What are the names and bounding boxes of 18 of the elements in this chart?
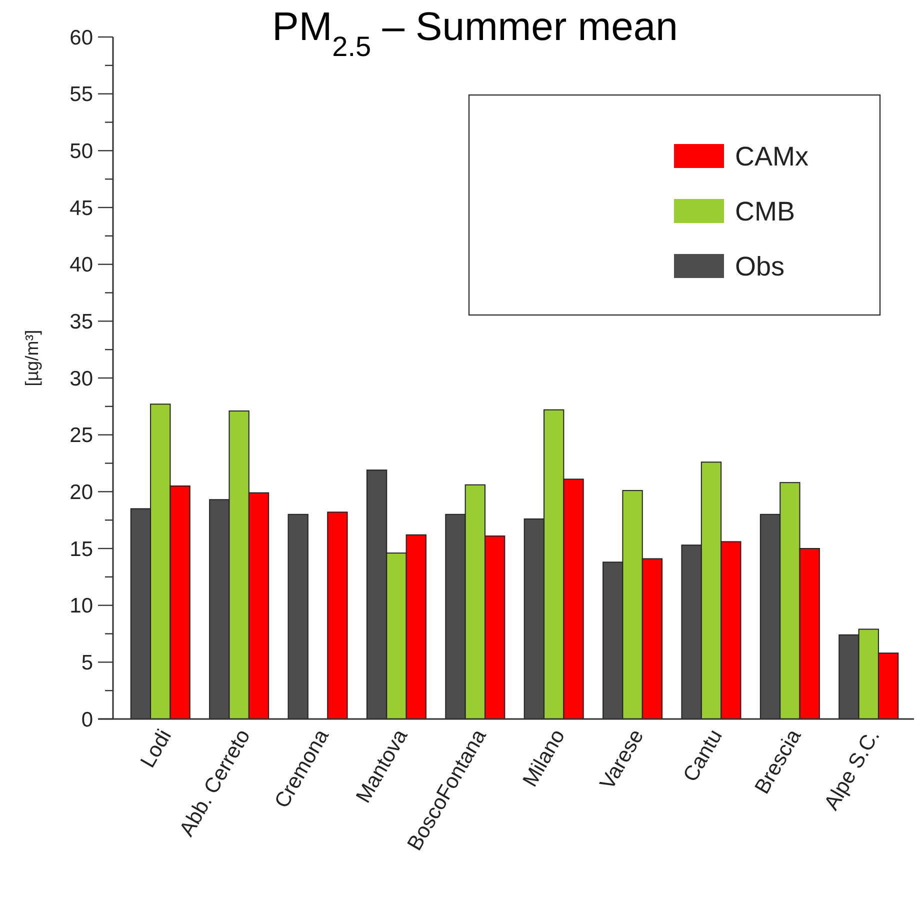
y-tick-label: 25 [70, 424, 93, 448]
legend-label: CMB [735, 196, 795, 226]
y-tick-label: 40 [70, 254, 93, 277]
y-tick-label: 55 [70, 83, 93, 106]
y-tick-label: 0 [81, 708, 93, 732]
y-tick-label: 35 [70, 310, 93, 334]
chart-title: PM$_{2.5}$ – Summer mean [272, 5, 678, 62]
y-tick-label: 5 [81, 652, 93, 675]
y-tick-label: 60 [70, 26, 93, 50]
y-tick-label: 50 [70, 140, 93, 164]
legend-label: Obs [735, 251, 785, 282]
y-tick-label: 30 [70, 367, 93, 390]
y-tick-label: 10 [70, 594, 93, 618]
legend-label: CAMx [735, 141, 809, 172]
y-axis-title: [µg/m³] [22, 330, 42, 386]
y-tick-label: 15 [70, 538, 93, 561]
y-tick-label: 20 [70, 481, 93, 504]
y-tick-label: 45 [70, 196, 93, 220]
